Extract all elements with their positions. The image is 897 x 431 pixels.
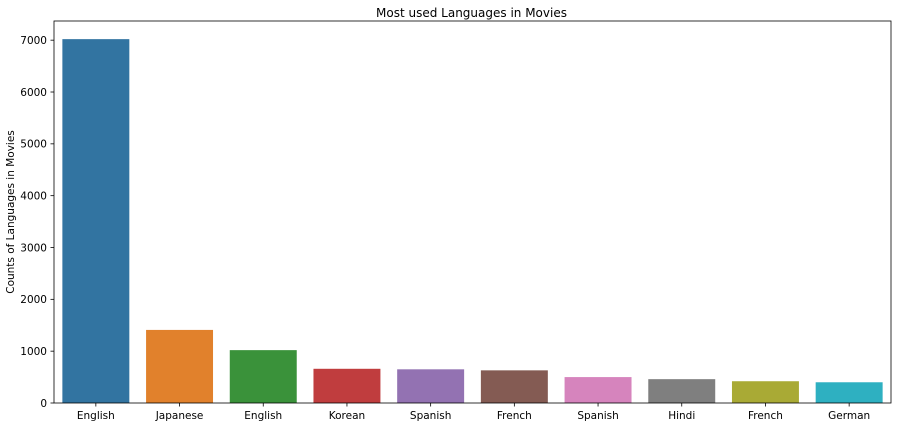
plot-frame [53, 20, 892, 404]
x-tick-label-4: Korean [329, 410, 365, 422]
y-tick-label-5: 4000 [20, 190, 47, 202]
bar-5 [397, 369, 465, 403]
bar-3 [229, 350, 297, 403]
x-axis: English Japanese English Korean Spanish Frenc… [77, 403, 870, 422]
y-tick-label-8: 7000 [20, 35, 47, 47]
y-tick-label-4: 3000 [20, 242, 47, 254]
x-tick-label-6: French [497, 410, 532, 422]
bar-7 [564, 377, 632, 403]
y-tick-label-6: 5000 [20, 139, 47, 151]
y-tick-label-1: 0 [40, 398, 47, 410]
bar-6 [480, 370, 548, 403]
y-axis: 0 1000 2000 3000 4000 5000 6000 7000 [20, 35, 54, 410]
x-tick-label-1: English [77, 410, 115, 422]
bar-1 [62, 39, 130, 403]
y-tick-label-7: 6000 [20, 87, 47, 99]
x-tick-label-3: English [244, 410, 282, 422]
y-axis-label: Counts of Languages in Movies [5, 130, 17, 294]
y-tick-label-3: 2000 [20, 294, 47, 306]
bar-4 [313, 368, 381, 403]
x-tick-label-5: Spanish [410, 410, 451, 422]
y-tick-label-2: 1000 [20, 346, 47, 358]
chart-title: Most used Languages in Movies [376, 6, 567, 20]
x-tick-label-10: German [828, 410, 870, 422]
bar-10 [815, 382, 883, 403]
bar-2 [146, 329, 214, 403]
x-tick-label-9: French [748, 410, 783, 422]
x-tick-label-2: Japanese [155, 410, 204, 422]
x-tick-label-7: Spanish [577, 410, 618, 422]
bar-8 [648, 379, 716, 403]
bar-9 [731, 381, 799, 403]
x-tick-label-8: Hindi [668, 410, 695, 422]
bars-group [62, 39, 883, 403]
